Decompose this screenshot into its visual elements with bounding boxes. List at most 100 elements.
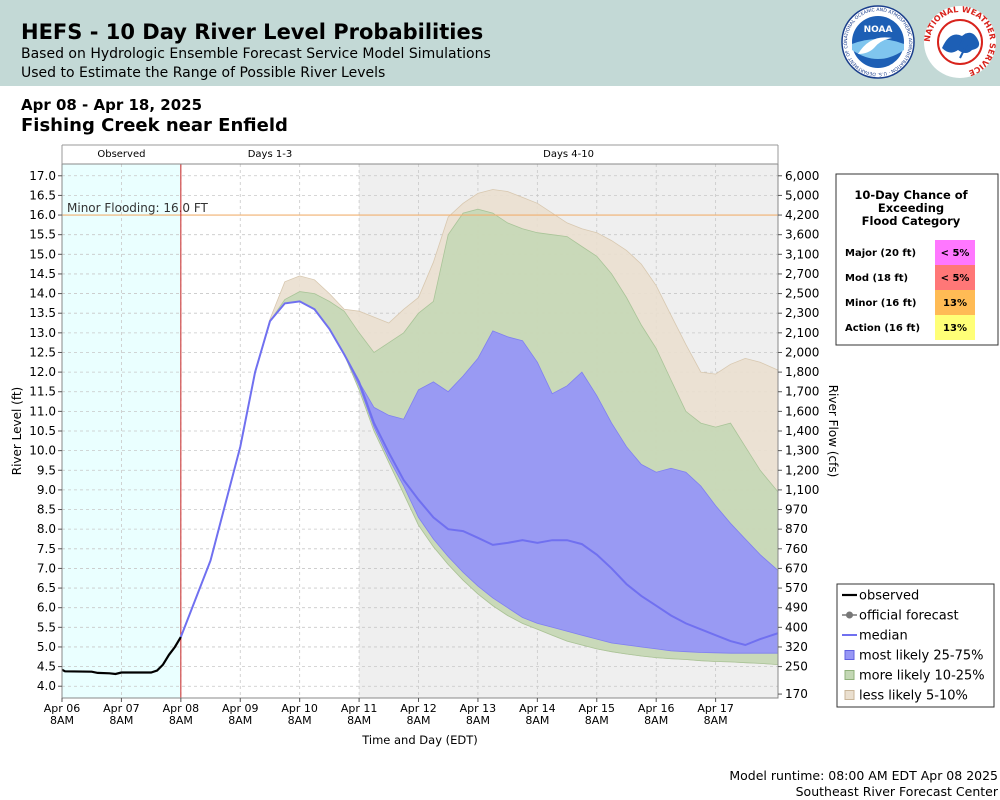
y-tick-label: 8.0	[37, 522, 56, 536]
y2-tick-label: 1,800	[785, 365, 819, 379]
flood-chance-value: < 5%	[941, 248, 970, 259]
flood-chance-value: 13%	[943, 323, 967, 334]
y-tick-label: 15.0	[29, 247, 56, 261]
y-tick-label: 11.0	[29, 404, 56, 418]
forecast-center: Southeast River Forecast Center	[795, 784, 998, 799]
flood-chance-cell	[935, 240, 975, 265]
x-tick-label-time: 8AM	[585, 714, 609, 727]
x-tick-label-time: 8AM	[407, 714, 431, 727]
header-banner: HEFS - 10 Day River Level Probabilities …	[0, 0, 1000, 86]
legend-label: most likely 25-75%	[859, 649, 983, 664]
x-tick-label-day: Apr 17	[697, 702, 734, 715]
y2-tick-label: 2,500	[785, 287, 819, 301]
y2-tick-label: 760	[785, 542, 808, 556]
flood-chance-title: Exceeding	[878, 201, 944, 215]
y2-tick-label: 2,700	[785, 267, 819, 281]
y-tick-label: 9.0	[37, 483, 56, 497]
y-tick-label: 15.5	[29, 228, 56, 242]
y2-tick-label: 6,000	[785, 169, 819, 183]
y2-tick-label: 3,600	[785, 228, 819, 242]
legend-label: less likely 5-10%	[859, 689, 968, 704]
date-range: Apr 08 - Apr 18, 2025	[21, 96, 203, 114]
flood-chance-title: Flood Category	[862, 214, 961, 228]
flood-category-label: Minor (16 ft)	[845, 298, 916, 309]
y-tick-label: 6.5	[37, 581, 56, 595]
flood-category-label: Major (20 ft)	[845, 248, 916, 259]
x-tick-label-day: Apr 16	[638, 702, 675, 715]
y2-tick-label: 170	[785, 687, 808, 701]
y-tick-label: 13.0	[29, 326, 56, 340]
x-tick-label-time: 8AM	[644, 714, 668, 727]
y-tick-label: 7.5	[37, 542, 56, 556]
x-tick-label-day: Apr 09	[222, 702, 259, 715]
nws-logo: NATIONAL WEATHER SERVICE	[923, 5, 997, 78]
y2-tick-label: 1,300	[785, 444, 819, 458]
x-tick-label-day: Apr 11	[341, 702, 378, 715]
y-tick-label: 13.5	[29, 306, 56, 320]
y2-tick-label: 1,700	[785, 385, 819, 399]
y2-tick-label: 1,200	[785, 463, 819, 477]
x-axis-title: Time and Day (EDT)	[361, 733, 478, 747]
y-tick-label: 16.5	[29, 188, 56, 202]
x-tick-label-day: Apr 08	[163, 702, 200, 715]
noaa-logo: NATIONAL OCEANIC AND ATMOSPHERIC ADMINIS…	[840, 4, 915, 79]
model-runtime: Model runtime: 08:00 AM EDT Apr 08 2025	[729, 768, 998, 783]
page-subtitle-2: Used to Estimate the Range of Possible R…	[21, 65, 386, 81]
x-tick-label-time: 8AM	[169, 714, 193, 727]
region-label-0: Observed	[97, 149, 145, 160]
flood-chance-value: < 5%	[941, 273, 970, 284]
y2-tick-label: 870	[785, 522, 808, 536]
y-tick-label: 10.5	[29, 424, 56, 438]
legend-box	[836, 583, 995, 708]
x-tick-label-day: Apr 13	[460, 702, 497, 715]
x-tick-label-time: 8AM	[525, 714, 549, 727]
x-tick-label-day: Apr 10	[281, 702, 318, 715]
x-tick-label-time: 8AM	[228, 714, 252, 727]
y-tick-label: 5.5	[37, 620, 56, 634]
flood-category-label: Mod (18 ft)	[845, 273, 908, 284]
minor-flood-label: Minor Flooding: 16.0 FT	[67, 201, 209, 215]
flood-chance-cell	[935, 290, 975, 315]
y-axis-title: River Level (ft)	[10, 387, 24, 475]
y2-tick-label: 1,600	[785, 404, 819, 418]
location-name: Fishing Creek near Enfield	[21, 115, 288, 136]
y-tick-label: 11.5	[29, 385, 56, 399]
legend-swatch-forecast-dot	[846, 611, 853, 619]
y2-tick-label: 1,400	[785, 424, 819, 438]
y-tick-label: 12.5	[29, 345, 56, 359]
legend-swatch-less-likely	[844, 690, 855, 700]
legend-label: official forecast	[859, 609, 959, 624]
y-tick-label: 16.0	[29, 208, 56, 222]
y2-tick-label: 2,000	[785, 345, 819, 359]
legend-swatch-more-likely	[844, 670, 855, 680]
y2-tick-label: 670	[785, 561, 808, 575]
y2-tick-label: 2,100	[785, 326, 819, 340]
y-tick-label: 4.0	[37, 679, 56, 693]
y2-tick-label: 3,100	[785, 247, 819, 261]
region-label-2: Days 4-10	[543, 149, 594, 160]
flood-chance-value: 13%	[943, 298, 967, 309]
median-line	[179, 300, 779, 647]
x-tick-label-time: 8AM	[347, 714, 371, 727]
x-tick-label-day: Apr 12	[400, 702, 437, 715]
flood-chance-cell	[935, 265, 975, 290]
x-tick-label-day: Apr 06	[44, 702, 81, 715]
flood-chance-cell	[935, 315, 975, 340]
flood-chance-title: 10-Day Chance of	[854, 188, 968, 202]
y2-tick-label: 5,000	[785, 188, 819, 202]
x-tick-label-time: 8AM	[466, 714, 490, 727]
x-tick-label-time: 8AM	[288, 714, 312, 727]
y2-tick-label: 320	[785, 640, 808, 654]
y-tick-label: 8.5	[37, 503, 56, 517]
y2-axis-title: River Flow (cfs)	[826, 385, 840, 478]
x-tick-label-time: 8AM	[109, 714, 133, 727]
page-title: HEFS - 10 Day River Level Probabilities	[21, 20, 484, 44]
y2-tick-label: 4,200	[785, 208, 819, 222]
y-tick-label: 17.0	[29, 169, 56, 183]
legend-label: median	[859, 629, 908, 644]
y-tick-label: 14.5	[29, 267, 56, 281]
y-tick-label: 5.0	[37, 640, 56, 654]
legend-swatch-most-likely	[844, 650, 855, 660]
legend-label: observed	[859, 589, 919, 604]
